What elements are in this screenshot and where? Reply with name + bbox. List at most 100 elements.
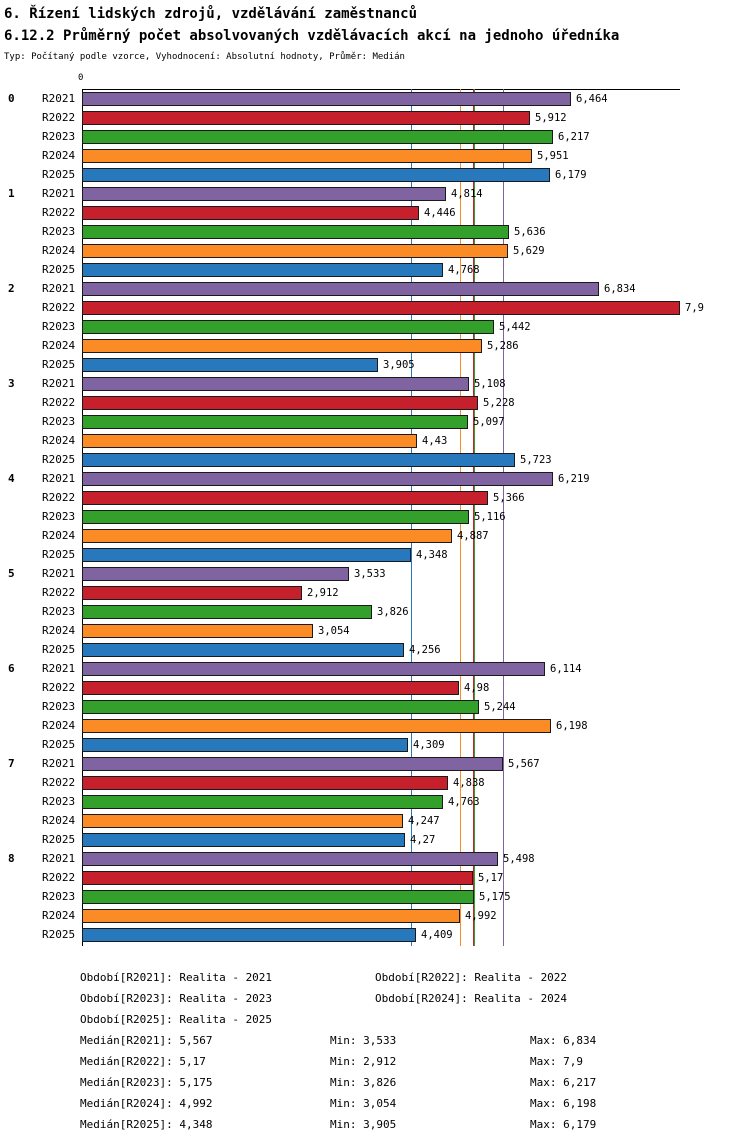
bar-value-label-r2022-g1: 4,446 <box>424 207 456 219</box>
row-label-r2025-g3: R2025 <box>42 453 76 466</box>
row-label-r2025-g4: R2025 <box>42 548 76 561</box>
bar-r2023-group8 <box>82 890 474 904</box>
bar-value-label-r2021-g8: 5,498 <box>503 853 535 865</box>
row-label-r2025-g5: R2025 <box>42 643 76 656</box>
bar-value-label-r2021-g5: 3,533 <box>354 568 386 580</box>
row-label-r2024-g4: R2024 <box>42 529 76 542</box>
row-label-r2022-g7: R2022 <box>42 776 76 789</box>
bar-r2024-group7 <box>82 814 403 828</box>
row-label-r2022-g1: R2022 <box>42 206 76 219</box>
bar-r2022-group6 <box>82 681 459 695</box>
bar-value-label-r2025-g2: 3,905 <box>383 359 415 371</box>
bar-r2023-group0 <box>82 130 553 144</box>
row-label-r2024-g1: R2024 <box>42 244 76 257</box>
bar-value-label-r2023-g0: 6,217 <box>558 131 590 143</box>
row-label-r2022-g4: R2022 <box>42 491 76 504</box>
axis-zero-label: 0 <box>78 73 84 83</box>
page-title: 6. Řízení lidských zdrojů, vzdělávání za… <box>4 6 418 22</box>
bar-value-label-r2023-g8: 5,175 <box>479 891 511 903</box>
bar-r2021-group2 <box>82 282 599 296</box>
median-line-r2021 <box>503 89 504 946</box>
row-label-r2024-g5: R2024 <box>42 624 76 637</box>
row-label-r2025-g0: R2025 <box>42 168 76 181</box>
row-label-r2022-g3: R2022 <box>42 396 76 409</box>
row-label-r2023-g3: R2023 <box>42 415 76 428</box>
bar-r2023-group1 <box>82 225 509 239</box>
bar-r2022-group2 <box>82 301 680 315</box>
legend-item-r2021: Období[R2021]: Realita - 2021 <box>80 971 273 984</box>
bar-value-label-r2024-g2: 5,286 <box>487 340 519 352</box>
bar-value-label-r2024-g3: 4,43 <box>422 435 448 447</box>
row-label-r2024-g6: R2024 <box>42 719 76 732</box>
stat-min-r2024: Min: 3,054 <box>330 1097 397 1110</box>
bar-r2023-group3 <box>82 415 468 429</box>
chart-meta-line: Typ: Počítaný podle vzorce, Vyhodnocení:… <box>4 52 405 62</box>
bar-value-label-r2024-g1: 5,629 <box>513 245 545 257</box>
row-label-r2022-g5: R2022 <box>42 586 76 599</box>
stat-median-r2025: Medián[R2025]: 4,348 <box>80 1118 213 1131</box>
row-label-r2021-g7: R2021 <box>42 757 76 770</box>
row-label-r2021-g1: R2021 <box>42 187 76 200</box>
row-label-r2022-g6: R2022 <box>42 681 76 694</box>
group-label-1: 1 <box>8 187 15 200</box>
bar-value-label-r2023-g1: 5,636 <box>514 226 546 238</box>
row-label-r2025-g6: R2025 <box>42 738 76 751</box>
stat-min-r2023: Min: 3,826 <box>330 1076 397 1089</box>
bar-r2023-group7 <box>82 795 443 809</box>
stat-median-r2024: Medián[R2024]: 4,992 <box>80 1097 213 1110</box>
stat-max-r2025: Max: 6,179 <box>530 1118 597 1131</box>
bar-r2023-group4 <box>82 510 469 524</box>
bar-value-label-r2021-g6: 6,114 <box>550 663 582 675</box>
bar-value-label-r2023-g3: 5,097 <box>473 416 505 428</box>
bar-value-label-r2021-g2: 6,834 <box>604 283 636 295</box>
bar-r2021-group3 <box>82 377 469 391</box>
bar-r2025-group7 <box>82 833 405 847</box>
bar-value-label-r2021-g0: 6,464 <box>576 93 608 105</box>
group-label-3: 3 <box>8 377 15 390</box>
bar-value-label-r2021-g3: 5,108 <box>474 378 506 390</box>
bar-value-label-r2024-g8: 4,992 <box>465 910 497 922</box>
row-label-r2025-g7: R2025 <box>42 833 76 846</box>
row-label-r2024-g2: R2024 <box>42 339 76 352</box>
bar-r2025-group3 <box>82 453 515 467</box>
bar-r2021-group4 <box>82 472 553 486</box>
bar-value-label-r2024-g4: 4,887 <box>457 530 489 542</box>
row-label-r2024-g3: R2024 <box>42 434 76 447</box>
group-label-8: 8 <box>8 852 15 865</box>
row-label-r2025-g1: R2025 <box>42 263 76 276</box>
bar-value-label-r2022-g2: 7,9 <box>685 302 704 314</box>
row-label-r2022-g8: R2022 <box>42 871 76 884</box>
bar-chart-plot-area: 0 0 R2021 6,464 R2022 5,912 R2023 6,217 R2024 5,9… <box>0 73 750 973</box>
bar-r2022-group5 <box>82 586 302 600</box>
row-label-r2025-g8: R2025 <box>42 928 76 941</box>
bar-r2024-group4 <box>82 529 452 543</box>
stat-median-r2023: Medián[R2023]: 5,175 <box>80 1076 213 1089</box>
group-label-5: 5 <box>8 567 15 580</box>
row-label-r2023-g8: R2023 <box>42 890 76 903</box>
chart-subtitle: 6.12.2 Průměrný počet absolvovaných vzdě… <box>4 28 620 44</box>
median-line-r2022 <box>473 89 474 946</box>
bar-value-label-r2023-g7: 4,763 <box>448 796 480 808</box>
bar-value-label-r2021-g1: 4,814 <box>451 188 483 200</box>
bar-value-label-r2023-g6: 5,244 <box>484 701 516 713</box>
stat-max-r2022: Max: 7,9 <box>530 1055 583 1068</box>
bar-r2024-group1 <box>82 244 508 258</box>
bar-r2021-group5 <box>82 567 349 581</box>
bar-value-label-r2021-g4: 6,219 <box>558 473 590 485</box>
stat-max-r2024: Max: 6,198 <box>530 1097 597 1110</box>
bar-value-label-r2024-g7: 4,247 <box>408 815 440 827</box>
stat-median-r2022: Medián[R2022]: 5,17 <box>80 1055 206 1068</box>
group-label-4: 4 <box>8 472 15 485</box>
bar-value-label-r2022-g3: 5,228 <box>483 397 515 409</box>
row-label-r2022-g2: R2022 <box>42 301 76 314</box>
legend-item-r2024: Období[R2024]: Realita - 2024 <box>375 992 568 1005</box>
bar-value-label-r2023-g4: 5,116 <box>474 511 506 523</box>
stat-min-r2022: Min: 2,912 <box>330 1055 397 1068</box>
row-label-r2021-g5: R2021 <box>42 567 76 580</box>
bar-r2025-group8 <box>82 928 416 942</box>
bar-r2024-group0 <box>82 149 532 163</box>
stat-min-r2021: Min: 3,533 <box>330 1034 397 1047</box>
bar-value-label-r2024-g0: 5,951 <box>537 150 569 162</box>
bar-r2024-group8 <box>82 909 460 923</box>
